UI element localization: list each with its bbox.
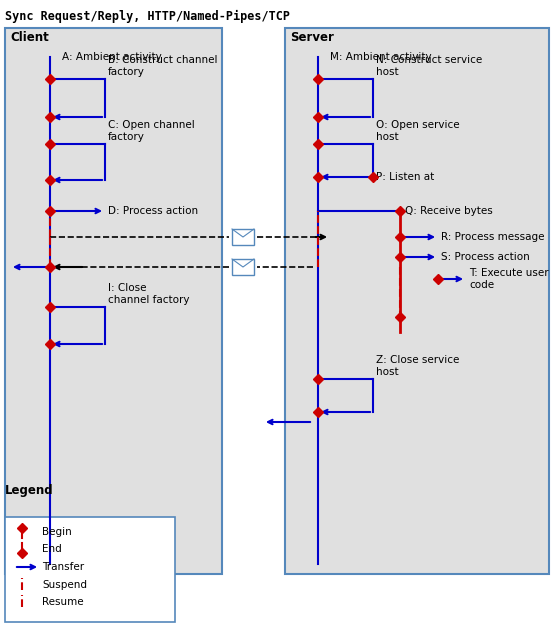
Bar	[5, 28, 222, 574]
Text: Q: Receive bytes: Q: Receive bytes	[405, 206, 493, 216]
Text: Transfer: Transfer	[42, 562, 84, 572]
Text: A: Ambient activity: A: Ambient activity	[62, 52, 162, 62]
Text: M: Ambient activity: M: Ambient activity	[330, 52, 432, 62]
Text: End: End	[42, 544, 61, 554]
Bar	[232, 229, 254, 245]
Text: D: Process action: D: Process action	[108, 206, 198, 216]
Text: Resume: Resume	[42, 597, 84, 607]
Text: Client: Client	[10, 31, 49, 44]
Text: Z: Close service
host: Z: Close service host	[376, 356, 459, 377]
Text: T: Execute user
code: T: Execute user code	[469, 268, 548, 290]
Text: P: Listen at: P: Listen at	[376, 172, 434, 182]
Text: R: Process message: R: Process message	[441, 232, 545, 242]
Bar	[232, 259, 254, 275]
Text: Server: Server	[290, 31, 334, 44]
Bar	[285, 28, 549, 574]
Text: Begin: Begin	[42, 527, 72, 537]
Text: Legend: Legend	[5, 484, 54, 497]
Text: I: Close
channel factory: I: Close channel factory	[108, 283, 189, 305]
Text: Sync Request/Reply, HTTP/Named-Pipes/TCP: Sync Request/Reply, HTTP/Named-Pipes/TCP	[5, 10, 290, 23]
Text: Suspend: Suspend	[42, 580, 87, 590]
Text: B: Construct channel
factory: B: Construct channel factory	[108, 55, 218, 77]
Text: N: Construct service
host: N: Construct service host	[376, 55, 482, 77]
Bar	[5, 517, 175, 622]
Text: S: Process action: S: Process action	[441, 252, 530, 262]
Text: C: Open channel
factory: C: Open channel factory	[108, 120, 195, 142]
Text: O: Open service
host: O: Open service host	[376, 120, 460, 142]
